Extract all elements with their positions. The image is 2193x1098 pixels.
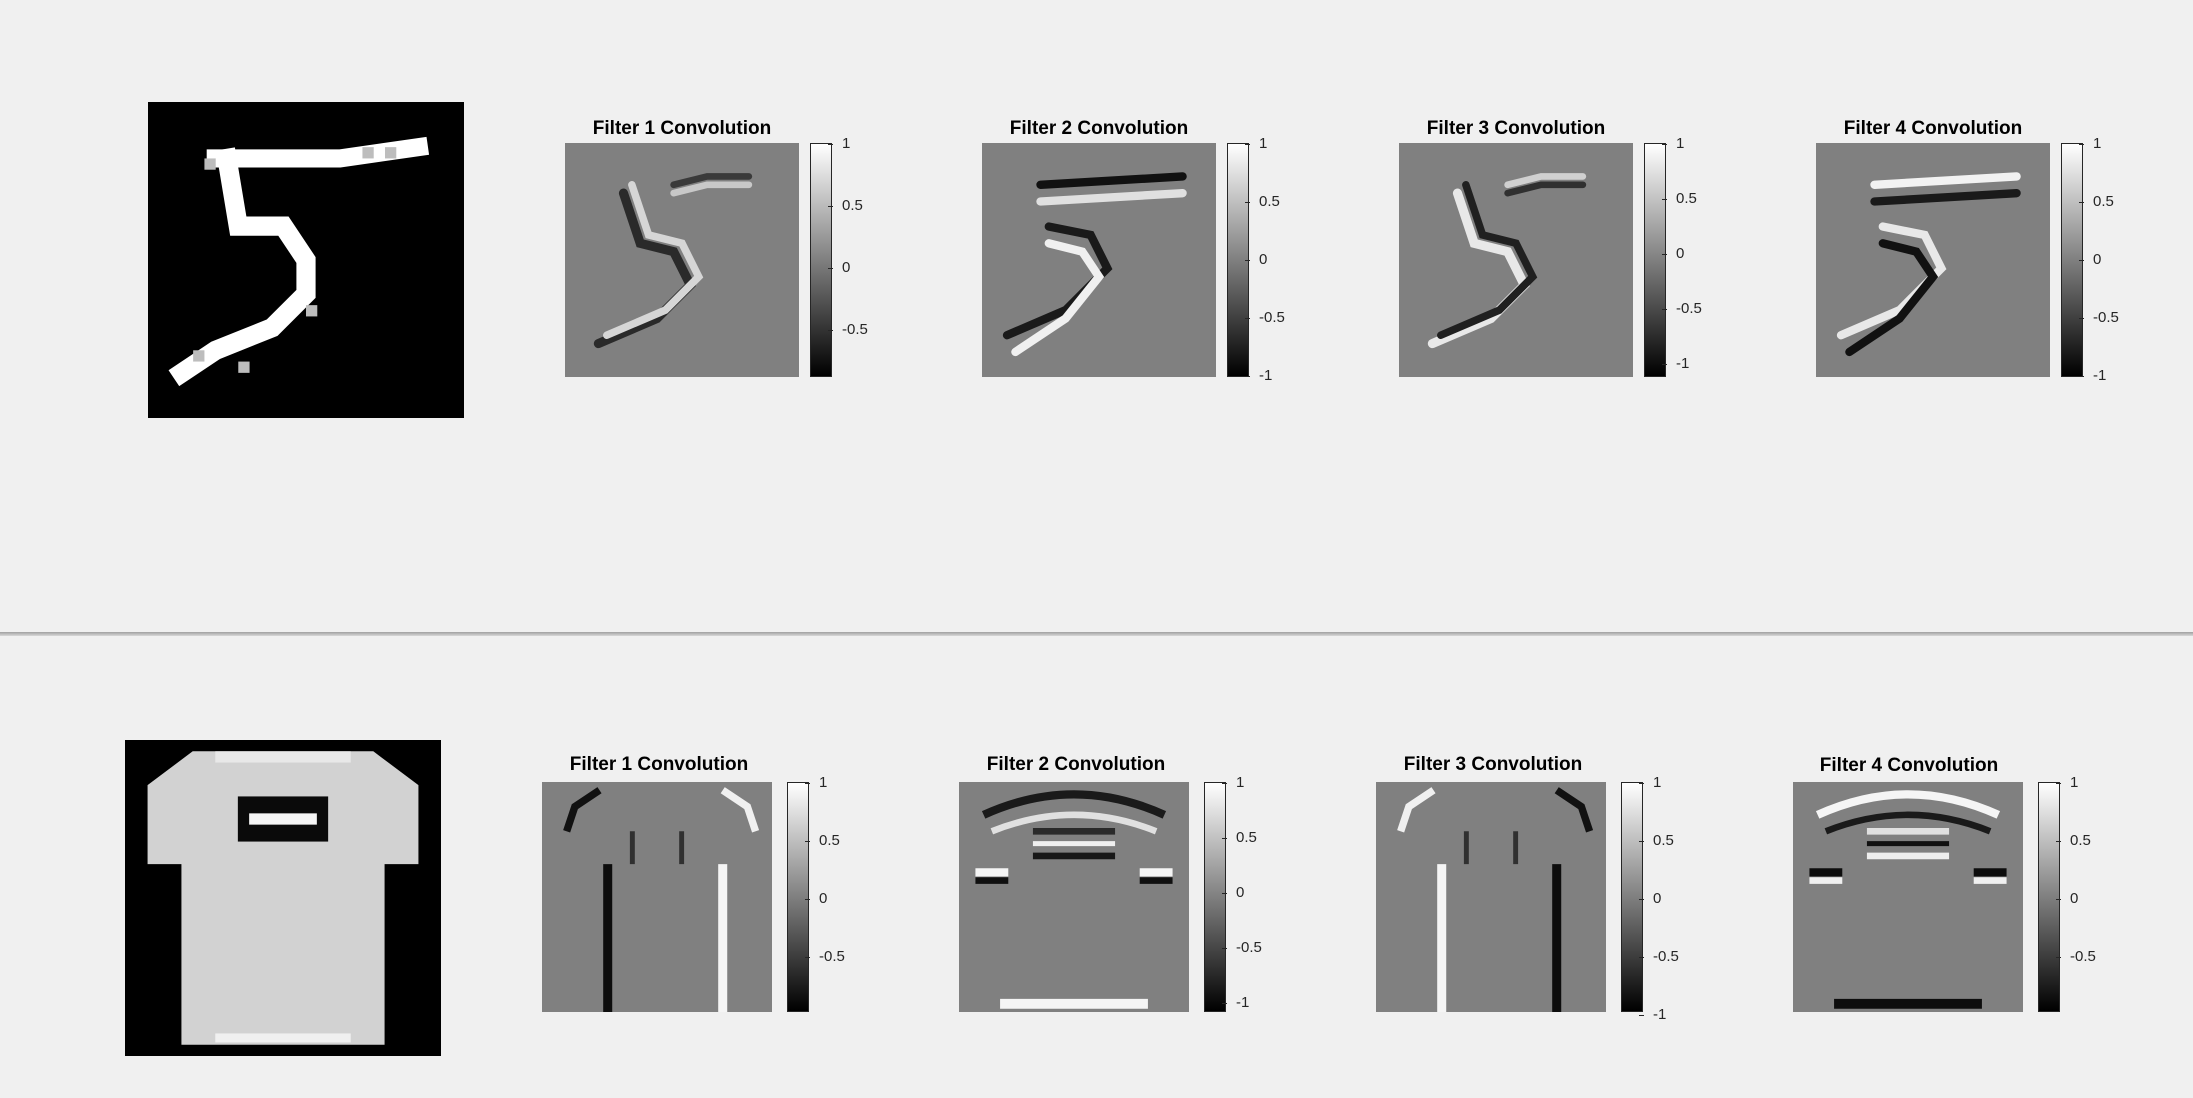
colorbar-tick: -0.5 <box>805 948 845 965</box>
panel-divider[interactable] <box>0 632 2193 636</box>
figure-panel-bottom: Filter 1 Convolution 1 0.5 0 -0.5 Filter… <box>0 636 2193 1098</box>
colorbar-tick: -1 <box>1244 367 1273 384</box>
colorbar-tick: 0.5 <box>2056 832 2091 849</box>
colorbar-tick: 1 <box>2078 135 2102 152</box>
colorbar-tick: 0.5 <box>1245 193 1280 210</box>
colorbar-tick: 0 <box>1221 884 1245 901</box>
colorbar-tick: -0.5 <box>1245 309 1285 326</box>
colorbar-tick: 1 <box>827 135 851 152</box>
colorbar-tick: 0 <box>1244 251 1268 268</box>
axes-title: Filter 3 Convolution <box>1426 118 1606 139</box>
colorbar-tick: -0.5 <box>2056 948 2096 965</box>
colorbar-tick: -1 <box>1638 1006 1667 1023</box>
axes-title: Filter 2 Convolution <box>986 754 1166 775</box>
colorbar-tick: 0.5 <box>805 832 840 849</box>
convolution-image <box>959 782 1189 1012</box>
colorbar-tick: -1 <box>2078 367 2107 384</box>
colorbar-tick: -0.5 <box>828 321 868 338</box>
convolution-image <box>1376 782 1606 1012</box>
convolution-image <box>1793 782 2023 1012</box>
colorbar <box>2038 782 2060 1012</box>
input-image-tshirt <box>125 740 441 1056</box>
convolution-image <box>982 143 1216 377</box>
axes-title: Filter 1 Convolution <box>569 754 749 775</box>
colorbar-tick: 1 <box>1661 135 1685 152</box>
colorbar-tick: 1 <box>1244 135 1268 152</box>
axes-title: Filter 2 Convolution <box>1009 118 1189 139</box>
colorbar <box>787 782 809 1012</box>
convolution-image <box>1399 143 1633 377</box>
convolution-image <box>542 782 772 1012</box>
colorbar-tick: -0.5 <box>1662 300 1702 317</box>
axes-title: Filter 4 Convolution <box>1819 755 1999 776</box>
colorbar-tick: 0 <box>827 259 851 276</box>
colorbar-tick: 0.5 <box>1662 190 1697 207</box>
colorbar-tick: 1 <box>1638 774 1662 791</box>
colorbar-tick: 0 <box>2055 890 2079 907</box>
colorbar <box>1644 143 1666 377</box>
colorbar-tick: 0.5 <box>1222 829 1257 846</box>
colorbar-tick: 1 <box>2055 774 2079 791</box>
colorbar-tick: 0 <box>2078 251 2102 268</box>
axes-title: Filter 4 Convolution <box>1843 118 2023 139</box>
axes-title: Filter 1 Convolution <box>592 118 772 139</box>
input-image-digit <box>148 102 464 418</box>
colorbar-tick: -0.5 <box>1222 939 1262 956</box>
colorbar <box>810 143 832 377</box>
colorbar-tick: 1 <box>804 774 828 791</box>
figure-panel-top: Filter 1 Convolution 1 0.5 0 -0.5 Filter… <box>148 102 2119 418</box>
colorbar-tick: 0.5 <box>2079 193 2114 210</box>
colorbar-tick: 1 <box>1221 774 1245 791</box>
convolution-image <box>1816 143 2050 377</box>
colorbar-tick: 0 <box>804 890 828 907</box>
colorbar-tick: -1 <box>1661 355 1690 372</box>
colorbar <box>1204 782 1226 1012</box>
colorbar-tick: 0 <box>1638 890 1662 907</box>
colorbar-tick: -1 <box>1221 994 1250 1011</box>
colorbar-tick: 0.5 <box>828 197 863 214</box>
colorbar-tick: -0.5 <box>2079 309 2119 326</box>
colorbar-tick: -0.5 <box>1639 948 1679 965</box>
axes-title: Filter 3 Convolution <box>1403 754 1583 775</box>
colorbar-tick: 0 <box>1661 245 1685 262</box>
convolution-image <box>565 143 799 377</box>
colorbar <box>1621 782 1643 1012</box>
colorbar-tick: 0.5 <box>1639 832 1674 849</box>
